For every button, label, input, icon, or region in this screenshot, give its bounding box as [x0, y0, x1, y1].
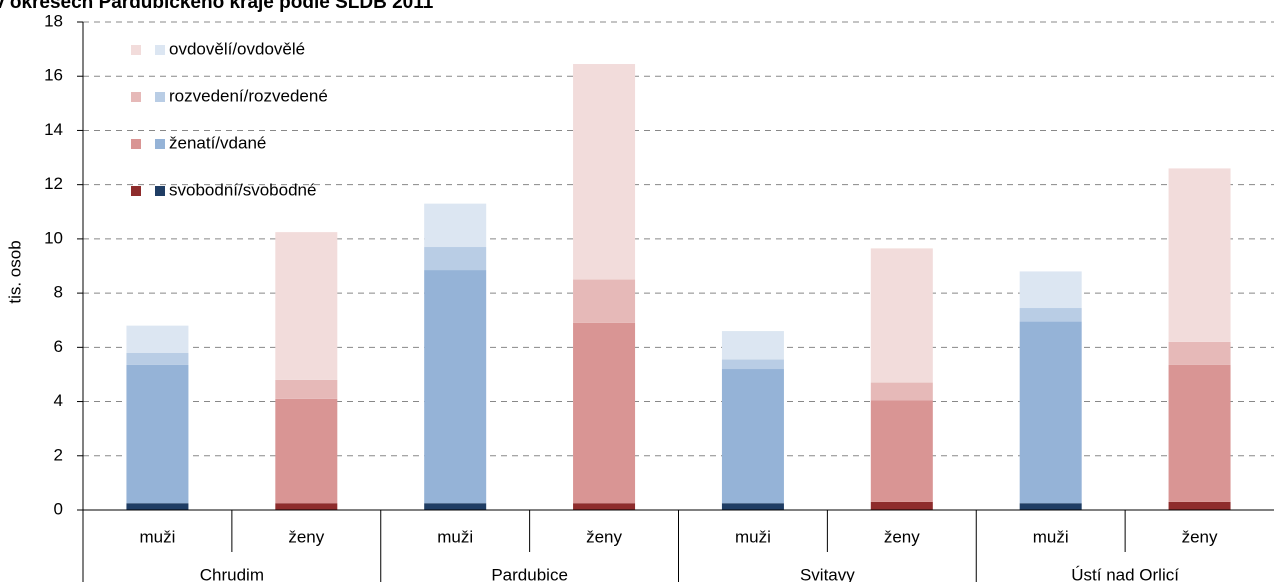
- legend-swatch: [131, 139, 141, 149]
- legend-swatch: [155, 186, 165, 196]
- y-tick-label: 6: [54, 337, 63, 356]
- x-tick-label: muži: [1033, 527, 1069, 546]
- bar-segment: [1019, 321, 1082, 504]
- legend-swatch: [131, 186, 141, 196]
- group-label: Svitavy: [800, 565, 855, 582]
- y-tick-label: 4: [54, 391, 63, 410]
- y-tick-label: 18: [44, 11, 63, 30]
- bar-segment: [1168, 168, 1231, 342]
- x-tick-label: muži: [735, 527, 771, 546]
- bar-segment: [275, 503, 338, 510]
- y-tick-label: 16: [44, 66, 63, 85]
- legend-label: ovdovělí/ovdovělé: [169, 39, 305, 58]
- bar-segment: [870, 400, 933, 502]
- y-tick-label: 10: [44, 228, 63, 247]
- bar-segment: [424, 203, 487, 248]
- bar-segment: [1168, 364, 1231, 502]
- bar-segment: [721, 503, 784, 510]
- bar-segment: [275, 232, 338, 380]
- bar-segment: [424, 247, 487, 271]
- bar-segment: [126, 352, 189, 365]
- legend-swatch: [155, 45, 165, 55]
- x-tick-label: ženy: [1182, 527, 1218, 546]
- x-tick-label: muži: [437, 527, 473, 546]
- bar-segment: [1168, 501, 1231, 510]
- legend-swatch: [131, 92, 141, 102]
- x-tick-label: ženy: [288, 527, 324, 546]
- bar-segment: [1019, 503, 1082, 510]
- y-tick-label: 14: [44, 120, 63, 139]
- legend-label: ženatí/vdané: [169, 133, 266, 152]
- chart-title: v okresech Pardubického kraje podle SLDB…: [0, 0, 434, 13]
- bar-segment: [275, 379, 338, 399]
- bar-segment: [573, 279, 636, 323]
- x-tick-label: muži: [139, 527, 175, 546]
- bar-segment: [721, 369, 784, 504]
- bar-segment: [573, 503, 636, 510]
- bar-segment: [870, 382, 933, 401]
- group-label: Ústí nad Orlicí: [1071, 565, 1179, 582]
- legend-swatch: [155, 92, 165, 102]
- bar-segment: [721, 359, 784, 370]
- bar-segment: [721, 331, 784, 360]
- legend-label: rozvedení/rozvedené: [169, 86, 328, 105]
- x-tick-label: ženy: [586, 527, 622, 546]
- group-label: Chrudim: [200, 565, 264, 582]
- bar-segment: [126, 325, 189, 353]
- bar-segment: [424, 270, 487, 504]
- group-label: Pardubice: [491, 565, 568, 582]
- y-tick-label: 0: [54, 499, 63, 518]
- bar-segment: [126, 364, 189, 504]
- bar-segment: [275, 398, 338, 504]
- y-axis-label: tis. osob: [5, 240, 24, 303]
- bar-segment: [1019, 308, 1082, 322]
- y-tick-label: 12: [44, 174, 63, 193]
- legend-label: svobodní/svobodné: [169, 180, 316, 199]
- bar-segment: [424, 503, 487, 510]
- bar-segment: [573, 64, 636, 280]
- x-tick-label: ženy: [884, 527, 920, 546]
- y-tick-label: 2: [54, 445, 63, 464]
- bar-segment: [1019, 271, 1082, 309]
- bar-segment: [870, 501, 933, 510]
- y-tick-label: 8: [54, 283, 63, 302]
- bar-segment: [870, 248, 933, 383]
- legend-swatch: [131, 45, 141, 55]
- bar-segment: [573, 322, 636, 504]
- bar-segment: [1168, 341, 1231, 365]
- bar-segment: [126, 503, 189, 510]
- legend-swatch: [155, 139, 165, 149]
